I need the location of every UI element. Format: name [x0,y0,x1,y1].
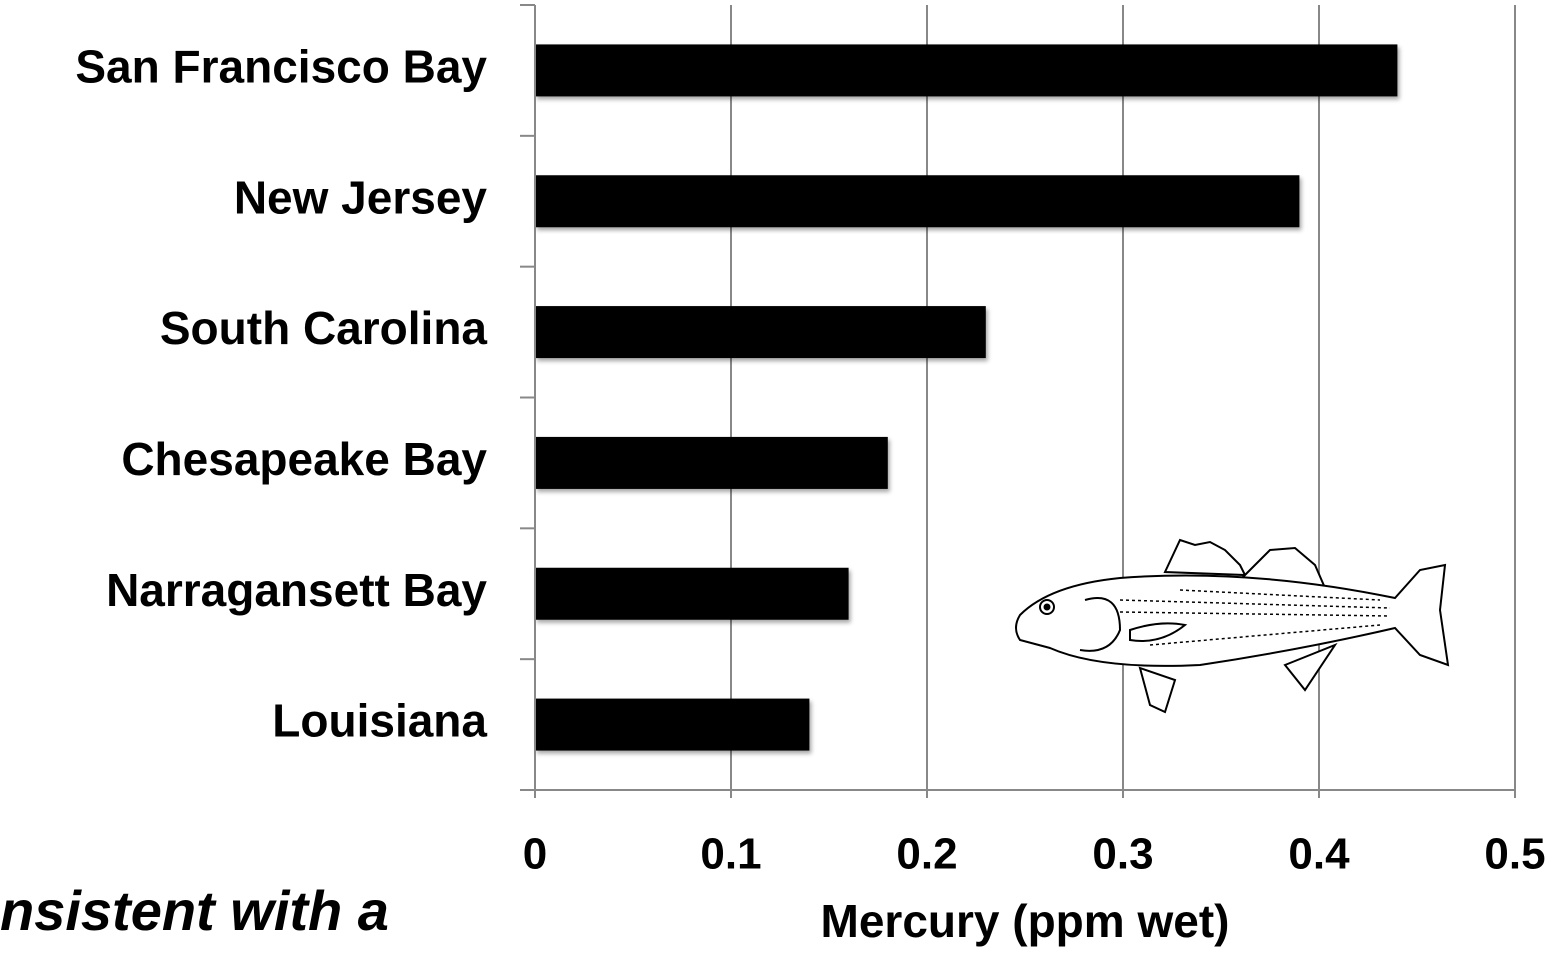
chart: Mercury (ppm wet) nsistent with a 0 0.1 0.… [0,0,1563,953]
y-tick-label: Louisiana [272,695,487,747]
fish-illustration [1016,540,1448,712]
bar [535,568,849,620]
x-tick-label: 0.4 [1288,830,1350,879]
bar [535,437,888,489]
bar [535,306,986,358]
y-tick-label: New Jersey [234,171,488,223]
y-tick-label: Chesapeake Bay [121,433,487,485]
y-tick-label: San Francisco Bay [75,41,487,93]
x-tick-label: 0.3 [1092,830,1153,879]
y-tick-label: Narragansett Bay [106,564,487,616]
x-tick-label: 0.2 [896,830,957,879]
bar [535,699,809,751]
y-tick-label: South Carolina [160,302,488,354]
page: {"chart_data": {"type": "bar", "orientat… [0,0,1563,953]
grid [731,5,1515,790]
x-tick-label: 0.1 [700,830,761,879]
x-axis-title: Mercury (ppm wet) [821,895,1230,947]
bar [535,175,1299,227]
annotation: nsistent with a [0,879,389,942]
x-tick-label: 0.5 [1484,830,1545,879]
bar [535,44,1397,96]
x-tick-label: 0 [523,830,547,879]
